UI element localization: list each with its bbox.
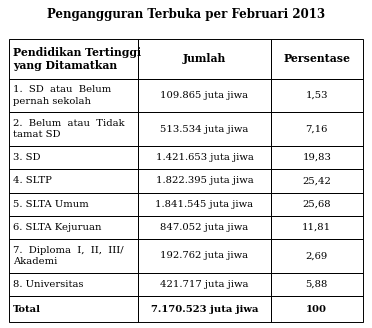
Bar — [138, 273, 271, 296]
Text: 19,83: 19,83 — [302, 153, 331, 162]
Text: 1,53: 1,53 — [305, 91, 328, 100]
Bar — [9, 112, 138, 146]
Bar — [138, 39, 271, 79]
Bar — [9, 193, 138, 216]
Bar — [9, 169, 138, 193]
Text: 2.  Belum  atau  Tidak
tamat SD: 2. Belum atau Tidak tamat SD — [13, 119, 125, 139]
Bar — [9, 273, 138, 296]
Text: 2,69: 2,69 — [306, 251, 328, 260]
Text: 192.762 juta jiwa: 192.762 juta jiwa — [160, 251, 248, 260]
Bar — [138, 169, 271, 193]
Bar — [9, 239, 138, 273]
Bar — [138, 112, 271, 146]
Bar — [9, 146, 138, 169]
Text: 109.865 juta jiwa: 109.865 juta jiwa — [160, 91, 248, 100]
Text: Persentase: Persentase — [283, 53, 350, 65]
Text: 1.  SD  atau  Belum
pernah sekolah: 1. SD atau Belum pernah sekolah — [13, 85, 111, 106]
Bar — [138, 146, 271, 169]
Bar — [271, 146, 363, 169]
Bar — [138, 79, 271, 112]
Text: 11,81: 11,81 — [302, 223, 331, 232]
Text: 25,42: 25,42 — [302, 176, 331, 185]
Bar — [271, 273, 363, 296]
Text: 7.170.523 juta jiwa: 7.170.523 juta jiwa — [151, 305, 258, 314]
Text: 1.841.545 juta jiwa: 1.841.545 juta jiwa — [155, 200, 254, 209]
Bar — [271, 216, 363, 239]
Bar — [271, 296, 363, 322]
Bar — [138, 193, 271, 216]
Text: 100: 100 — [306, 305, 327, 314]
Bar — [271, 79, 363, 112]
Text: 7.  Diploma  I,  II,  III/
Akademi: 7. Diploma I, II, III/ Akademi — [13, 246, 124, 266]
Text: 1.822.395 juta jiwa: 1.822.395 juta jiwa — [155, 176, 253, 185]
Text: 8. Universitas: 8. Universitas — [13, 280, 84, 289]
Text: 1.421.653 juta jiwa: 1.421.653 juta jiwa — [155, 153, 253, 162]
Text: 6. SLTA Kejuruan: 6. SLTA Kejuruan — [13, 223, 102, 232]
Text: 7,16: 7,16 — [305, 125, 328, 133]
Text: 3. SD: 3. SD — [13, 153, 41, 162]
Bar — [271, 193, 363, 216]
Bar — [9, 79, 138, 112]
Text: 5. SLTA Umum: 5. SLTA Umum — [13, 200, 89, 209]
Bar — [138, 216, 271, 239]
Bar — [271, 169, 363, 193]
Text: 513.534 juta jiwa: 513.534 juta jiwa — [160, 125, 249, 133]
Text: Total: Total — [13, 305, 41, 314]
Bar — [9, 216, 138, 239]
Text: 4. SLTP: 4. SLTP — [13, 176, 52, 185]
Text: 5,88: 5,88 — [305, 280, 328, 289]
Text: Pengangguran Terbuka per Februari 2013: Pengangguran Terbuka per Februari 2013 — [47, 8, 325, 21]
Text: Jumlah: Jumlah — [183, 53, 226, 65]
Text: Pendidikan Tertinggi
yang Ditamatkan: Pendidikan Tertinggi yang Ditamatkan — [13, 47, 141, 72]
Text: 25,68: 25,68 — [302, 200, 331, 209]
Bar — [271, 112, 363, 146]
Text: 421.717 juta jiwa: 421.717 juta jiwa — [160, 280, 249, 289]
Bar — [9, 296, 138, 322]
Bar — [271, 239, 363, 273]
Text: 847.052 juta jiwa: 847.052 juta jiwa — [160, 223, 248, 232]
Bar — [138, 296, 271, 322]
Bar — [9, 39, 138, 79]
Bar — [138, 239, 271, 273]
Bar — [271, 39, 363, 79]
